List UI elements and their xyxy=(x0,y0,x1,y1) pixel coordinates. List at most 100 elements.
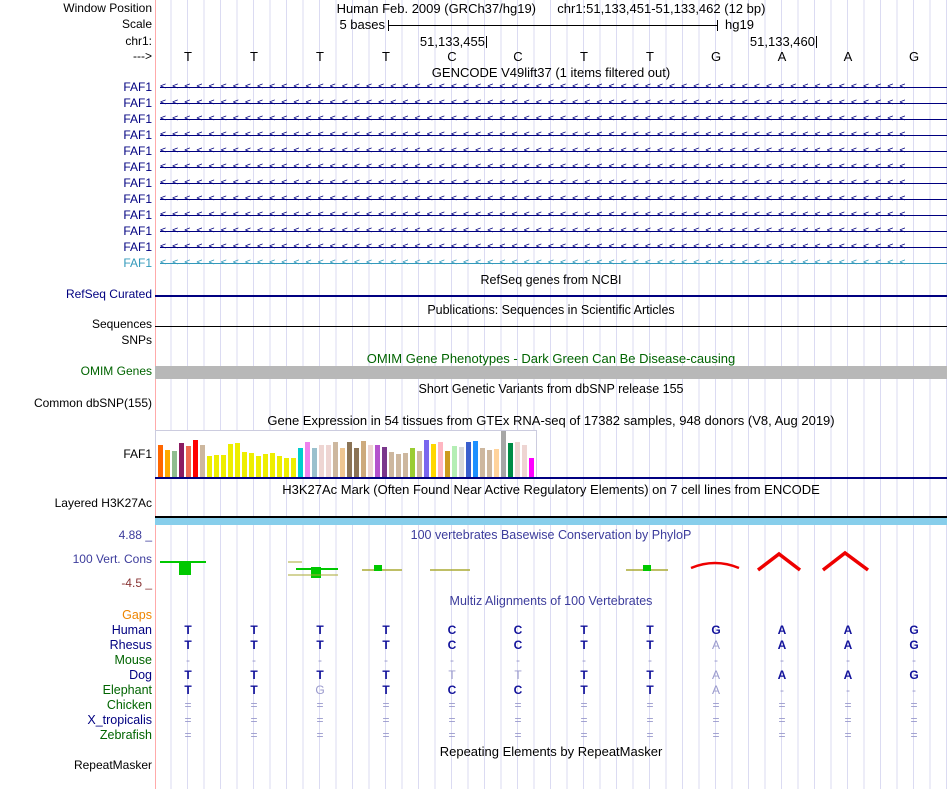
multiz-base[interactable]: T xyxy=(316,623,324,637)
multiz-base[interactable]: T xyxy=(184,683,192,697)
multiz-base[interactable]: = xyxy=(382,698,390,712)
multiz-base[interactable]: A xyxy=(843,638,853,652)
base-letter[interactable]: T xyxy=(646,49,654,64)
multiz-base[interactable]: = xyxy=(382,713,390,727)
gtex-tissue-bar[interactable] xyxy=(305,442,310,478)
multiz-base[interactable]: T xyxy=(646,683,654,697)
gtex-tissue-bar[interactable] xyxy=(375,445,380,478)
gtex-tissue-bar[interactable] xyxy=(466,442,471,478)
multiz-base[interactable]: = xyxy=(844,728,852,742)
multiz-base[interactable]: - xyxy=(516,653,520,667)
gtex-expression-plot[interactable] xyxy=(155,430,537,479)
gtex-tissue-bar[interactable] xyxy=(382,447,387,478)
multiz-base[interactable]: T xyxy=(580,638,588,652)
gtex-tissue-bar[interactable] xyxy=(410,448,415,478)
base-letter[interactable]: T xyxy=(316,49,324,64)
gtex-tissue-bar[interactable] xyxy=(354,448,359,478)
gtex-tissue-bar[interactable] xyxy=(319,445,324,478)
refseq-curated-item[interactable] xyxy=(155,295,947,297)
multiz-base[interactable]: T xyxy=(646,668,654,682)
multiz-base[interactable]: - xyxy=(846,683,850,697)
multiz-base[interactable]: = xyxy=(184,713,192,727)
multiz-base[interactable]: A xyxy=(711,683,721,697)
multiz-base[interactable]: C xyxy=(447,638,457,652)
gencode-transcript-row[interactable]: FAF1 <<<<<<<<<<<<<<<<<<<<<<<<<<<<<<<<<<<<… xyxy=(0,127,950,143)
multiz-base[interactable]: - xyxy=(912,653,916,667)
gtex-tissue-bar[interactable] xyxy=(326,445,331,478)
multiz-base[interactable]: C xyxy=(447,623,457,637)
multiz-base[interactable]: C xyxy=(513,623,523,637)
multiz-base[interactable]: = xyxy=(448,713,456,727)
gtex-tissue-bar[interactable] xyxy=(221,455,226,478)
multiz-base[interactable]: = xyxy=(250,728,258,742)
gtex-tissue-bar[interactable] xyxy=(522,445,527,478)
multiz-base[interactable]: - xyxy=(318,653,322,667)
multiz-base[interactable]: G xyxy=(711,623,721,637)
gtex-tissue-bar[interactable] xyxy=(515,442,520,478)
gencode-transcript-row[interactable]: FAF1 <<<<<<<<<<<<<<<<<<<<<<<<<<<<<<<<<<<<… xyxy=(0,255,950,271)
multiz-base[interactable]: = xyxy=(448,728,456,742)
multiz-base[interactable]: - xyxy=(582,653,586,667)
multiz-base[interactable]: = xyxy=(580,728,588,742)
multiz-base[interactable]: T xyxy=(580,623,588,637)
multiz-base[interactable]: T xyxy=(646,623,654,637)
base-letter[interactable]: T xyxy=(580,49,588,64)
gencode-transcript-row[interactable]: FAF1 <<<<<<<<<<<<<<<<<<<<<<<<<<<<<<<<<<<<… xyxy=(0,223,950,239)
multiz-base[interactable]: A xyxy=(843,623,853,637)
multiz-base[interactable]: T xyxy=(250,623,258,637)
gtex-tissue-bar[interactable] xyxy=(494,449,499,478)
multiz-base[interactable]: = xyxy=(514,698,522,712)
multiz-base[interactable]: - xyxy=(780,683,784,697)
multiz-base[interactable]: G xyxy=(315,683,325,697)
multiz-base[interactable]: = xyxy=(844,713,852,727)
multiz-base[interactable]: = xyxy=(778,713,786,727)
multiz-base[interactable]: T xyxy=(448,668,456,682)
multiz-base[interactable]: = xyxy=(382,728,390,742)
multiz-base[interactable]: = xyxy=(844,698,852,712)
multiz-base[interactable]: G xyxy=(909,638,919,652)
gtex-tissue-bar[interactable] xyxy=(165,450,170,478)
multiz-base[interactable]: T xyxy=(316,668,324,682)
multiz-base[interactable]: T xyxy=(184,668,192,682)
multiz-base[interactable]: = xyxy=(778,728,786,742)
multiz-base[interactable]: - xyxy=(714,653,718,667)
gencode-transcript-row[interactable]: FAF1 <<<<<<<<<<<<<<<<<<<<<<<<<<<<<<<<<<<<… xyxy=(0,79,950,95)
gtex-tissue-bar[interactable] xyxy=(200,445,205,478)
multiz-base[interactable]: = xyxy=(316,728,324,742)
base-letter[interactable]: G xyxy=(908,49,920,64)
multiz-base[interactable]: = xyxy=(712,713,720,727)
multiz-base[interactable]: T xyxy=(382,638,390,652)
gtex-tissue-bar[interactable] xyxy=(291,458,296,478)
gtex-tissue-bar[interactable] xyxy=(487,450,492,478)
multiz-base[interactable]: = xyxy=(514,728,522,742)
gtex-tissue-bar[interactable] xyxy=(417,451,422,478)
multiz-base[interactable]: A xyxy=(777,638,787,652)
multiz-base[interactable]: = xyxy=(778,698,786,712)
multiz-base[interactable]: = xyxy=(910,698,918,712)
gtex-tissue-bar[interactable] xyxy=(270,453,275,478)
gtex-tissue-bar[interactable] xyxy=(389,452,394,478)
gtex-tissue-bar[interactable] xyxy=(452,446,457,478)
multiz-base[interactable]: A xyxy=(777,623,787,637)
multiz-base[interactable]: = xyxy=(910,713,918,727)
multiz-base[interactable]: = xyxy=(250,698,258,712)
gtex-tissue-bar[interactable] xyxy=(340,448,345,478)
gtex-tissue-bar[interactable] xyxy=(158,445,163,478)
gencode-transcript-row[interactable]: FAF1 <<<<<<<<<<<<<<<<<<<<<<<<<<<<<<<<<<<<… xyxy=(0,95,950,111)
multiz-base[interactable]: T xyxy=(250,668,258,682)
gtex-tissue-bar[interactable] xyxy=(459,447,464,478)
base-letter[interactable]: T xyxy=(184,49,192,64)
gtex-tissue-bar[interactable] xyxy=(312,448,317,478)
gencode-transcript-row[interactable]: FAF1 <<<<<<<<<<<<<<<<<<<<<<<<<<<<<<<<<<<<… xyxy=(0,111,950,127)
gtex-tissue-bar[interactable] xyxy=(361,441,366,478)
base-letter[interactable]: T xyxy=(382,49,390,64)
gtex-tissue-bar[interactable] xyxy=(172,451,177,478)
multiz-base[interactable]: = xyxy=(184,728,192,742)
gtex-tissue-bar[interactable] xyxy=(445,451,450,478)
multiz-base[interactable]: = xyxy=(646,728,654,742)
multiz-base[interactable]: G xyxy=(909,668,919,682)
multiz-base[interactable]: - xyxy=(252,653,256,667)
multiz-base[interactable]: C xyxy=(447,683,457,697)
multiz-base[interactable]: G xyxy=(909,623,919,637)
multiz-base[interactable]: = xyxy=(646,713,654,727)
